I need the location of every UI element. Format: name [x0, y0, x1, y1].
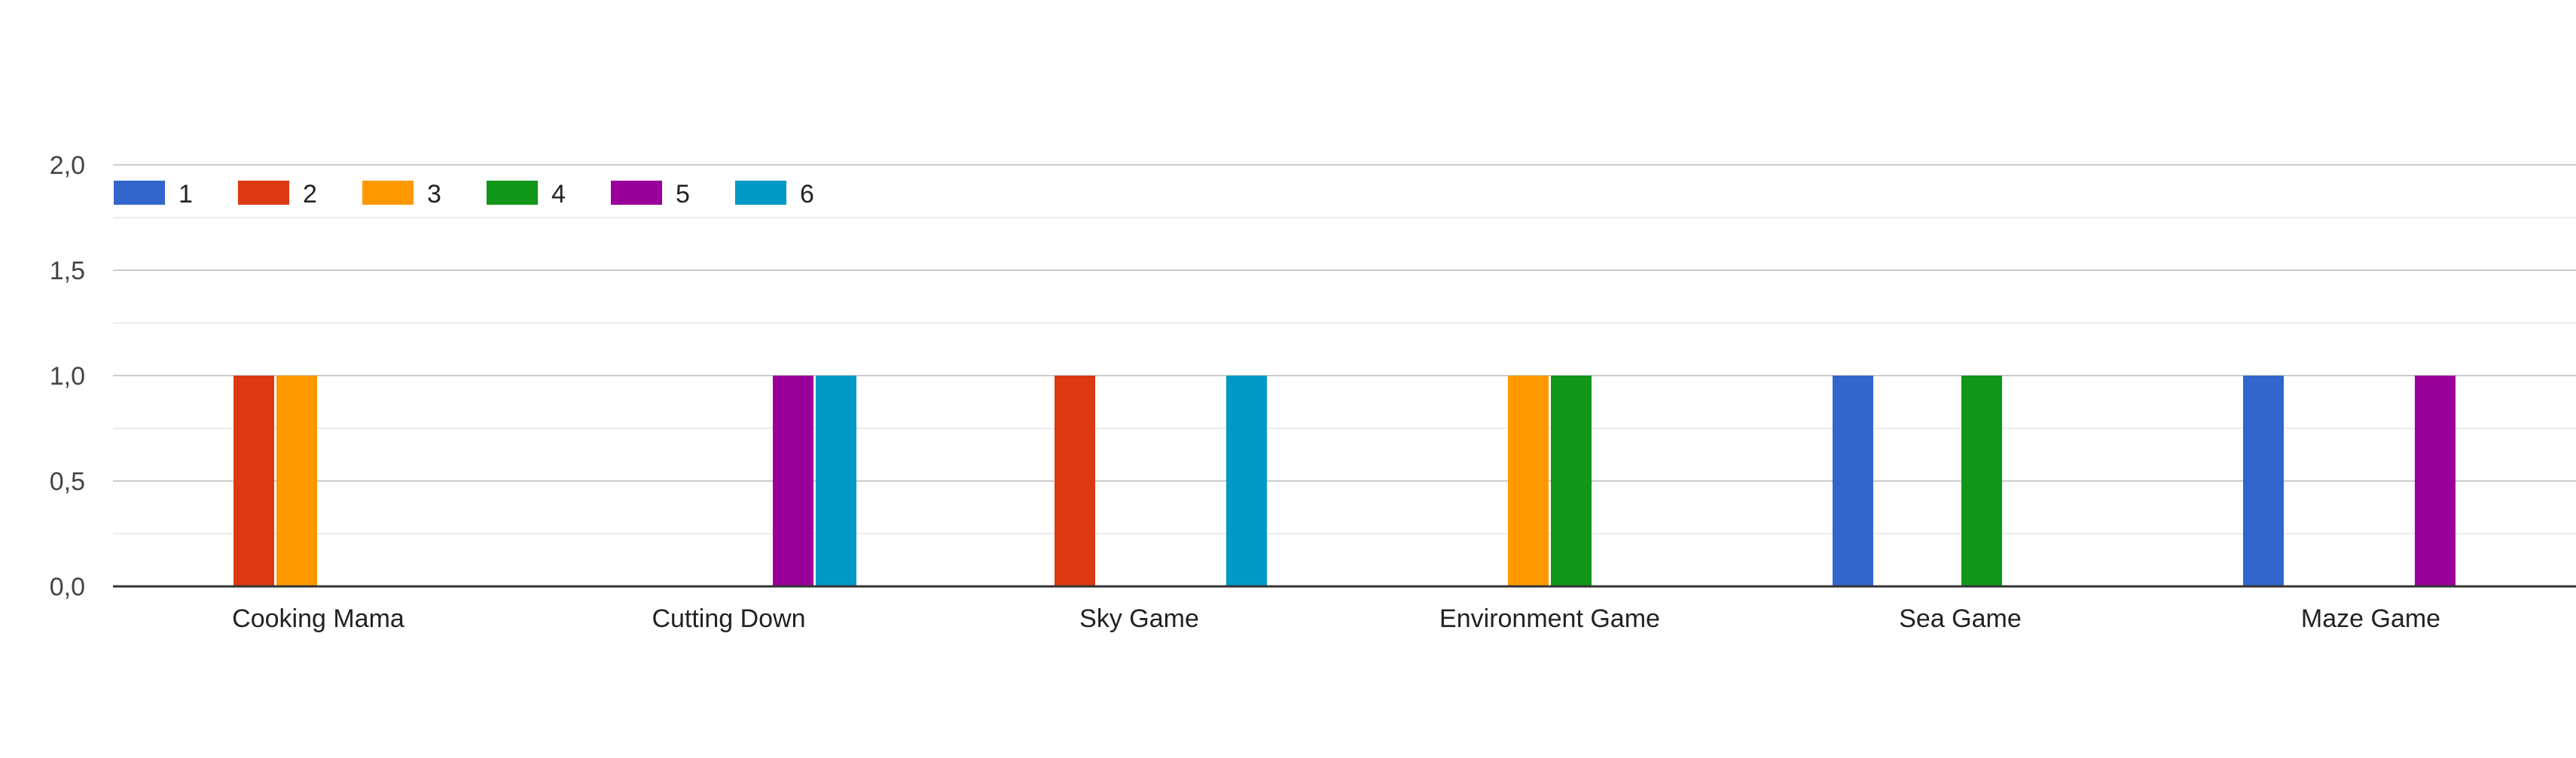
- bar-sea-game-series-1: [1833, 376, 1873, 586]
- bars: [233, 376, 2455, 586]
- grid-lines: [113, 164, 2576, 534]
- bar-maze-game-series-1: [2243, 376, 2284, 586]
- legend-item-3: 3: [362, 180, 441, 209]
- legend-swatch: [238, 181, 289, 205]
- legend-label: 6: [800, 180, 814, 209]
- bar-sea-game-series-4: [1961, 376, 2002, 586]
- y-tick-label: 2,0: [50, 151, 85, 180]
- legend-swatch: [114, 181, 165, 205]
- legend-item-1: 1: [114, 180, 193, 209]
- x-category-label: Environment Game: [1439, 604, 1660, 633]
- x-category-label: Sky Game: [1079, 604, 1199, 633]
- legend-item-2: 2: [238, 180, 317, 209]
- x-category-label: Cutting Down: [652, 604, 805, 633]
- legend-label: 5: [676, 180, 690, 209]
- y-tick-label: 0,0: [50, 573, 85, 601]
- legend-swatch: [362, 181, 414, 205]
- y-tick-label: 1,5: [50, 257, 85, 285]
- bar-cooking-mama-series-3: [276, 376, 317, 586]
- legend-label: 3: [427, 180, 441, 209]
- legend-item-6: 6: [735, 180, 814, 209]
- x-category-label: Cooking Mama: [232, 604, 404, 633]
- legend-swatch: [487, 181, 538, 205]
- bar-cutting-down-series-6: [816, 376, 856, 586]
- y-tick-label: 1,0: [50, 362, 85, 391]
- legend-label: 4: [551, 180, 566, 209]
- bar-cutting-down-series-5: [773, 376, 813, 586]
- legend: 1 2 3 4 5 6: [114, 180, 814, 209]
- bar-maze-game-series-5: [2415, 376, 2455, 586]
- legend-item-5: 5: [611, 180, 690, 209]
- bar-environment-game-series-3: [1508, 376, 1549, 586]
- bar-sky-game-series-6: [1226, 376, 1267, 586]
- legend-swatch: [611, 181, 662, 205]
- legend-label: 1: [179, 180, 193, 209]
- x-category-label: Maze Game: [2301, 604, 2440, 633]
- legend-swatch: [735, 181, 786, 205]
- legend-item-4: 4: [487, 180, 566, 209]
- bar-sky-game-series-2: [1055, 376, 1095, 586]
- axes: 0,0 0,5 1,0 1,5 2,0 Cooking Mama Cutting Down S…: [50, 151, 2576, 633]
- bar-cooking-mama-series-2: [233, 376, 274, 586]
- bar-environment-game-series-4: [1551, 376, 1592, 586]
- y-tick-label: 0,5: [50, 467, 85, 496]
- legend-label: 2: [303, 180, 317, 209]
- x-category-label: Sea Game: [1899, 604, 2022, 633]
